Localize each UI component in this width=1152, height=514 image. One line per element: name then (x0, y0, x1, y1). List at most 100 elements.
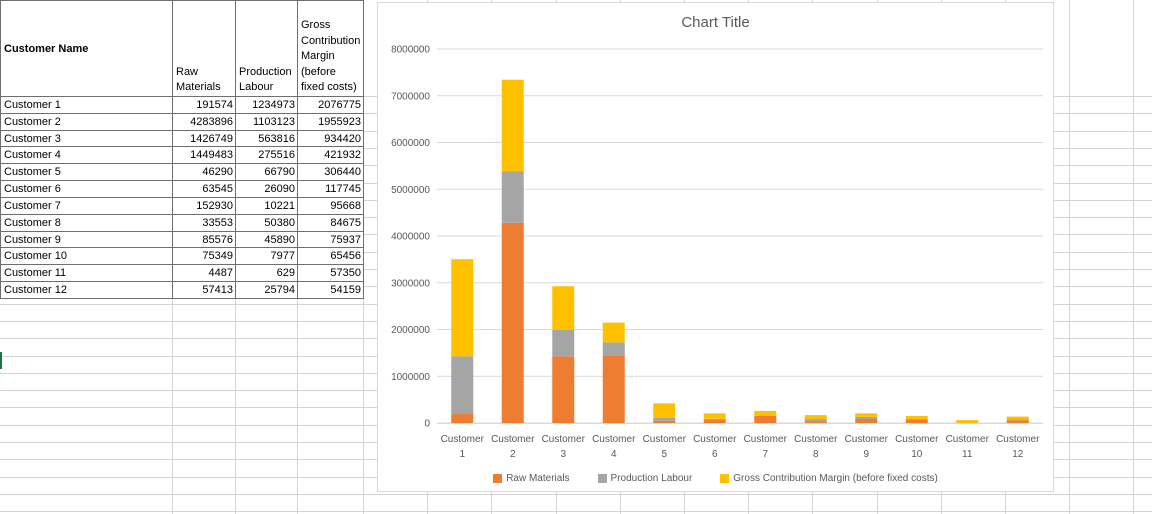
cell-gross-margin-7[interactable]: 95668 (298, 197, 364, 215)
bar-segment-customer-7[interactable] (754, 410, 777, 416)
bar-segment-customer-2[interactable] (501, 79, 524, 172)
bar-segment-customer-6[interactable] (703, 420, 726, 423)
bar-segment-customer-1[interactable] (451, 259, 474, 357)
cell-gross-margin-9[interactable]: 75937 (298, 231, 364, 249)
bar-segment-customer-10[interactable] (905, 419, 928, 420)
cell-production-labour-3[interactable]: 563816 (236, 130, 298, 148)
bar-segment-customer-9[interactable] (855, 416, 878, 419)
cell-gross-margin-6[interactable]: 117745 (298, 181, 364, 198)
bar-segment-customer-3[interactable] (552, 329, 575, 357)
bar-segment-customer-11[interactable] (956, 420, 979, 423)
cell-gross-margin-8[interactable]: 84675 (298, 214, 364, 232)
bar-segment-customer-9[interactable] (855, 413, 878, 417)
cell-customer-name-8[interactable]: Customer 8 (1, 214, 173, 232)
cell-customer-name-6[interactable]: Customer 6 (1, 181, 173, 198)
chart-title[interactable]: Chart Title (681, 14, 750, 31)
cell-production-labour-8[interactable]: 50380 (236, 214, 298, 232)
cell-customer-name-7[interactable]: Customer 7 (1, 197, 173, 215)
bar-segment-customer-10[interactable] (905, 416, 928, 420)
cell-raw-materials-10[interactable]: 75349 (173, 248, 236, 266)
bar-segment-customer-6[interactable] (703, 413, 726, 419)
bar-segment-customer-5[interactable] (653, 417, 676, 421)
y-axis-tick-label: 4000000 (391, 232, 430, 243)
cell-production-labour-4[interactable]: 275516 (236, 147, 298, 165)
cell-customer-name-2[interactable]: Customer 2 (1, 113, 173, 131)
bar-segment-customer-8[interactable] (804, 415, 827, 420)
cell-production-labour-9[interactable]: 45890 (236, 231, 298, 249)
cell-gross-margin-5[interactable]: 306440 (298, 164, 364, 182)
cell-customer-name-5[interactable]: Customer 5 (1, 164, 173, 182)
bar-segment-customer-3[interactable] (552, 286, 575, 330)
cell-raw-materials-12[interactable]: 57413 (173, 282, 236, 299)
bar-segment-customer-5[interactable] (653, 403, 676, 418)
bar-segment-customer-1[interactable] (451, 356, 474, 415)
bar-segment-customer-2[interactable] (501, 222, 524, 423)
cell-raw-materials-1[interactable]: 191574 (173, 97, 236, 114)
cell-production-labour-11[interactable]: 629 (236, 265, 298, 283)
cell-gross-margin-1[interactable]: 2076775 (298, 97, 364, 114)
bar-segment-customer-4[interactable] (602, 355, 625, 423)
cell-production-labour-1[interactable]: 1234973 (236, 97, 298, 114)
cell-customer-name-11[interactable]: Customer 11 (1, 265, 173, 283)
header-production-labour[interactable]: Production Labour (236, 1, 298, 97)
legend-label: Production Labour (610, 473, 693, 484)
header-gross-margin[interactable]: Gross Contribution Margin (before fixed … (298, 1, 364, 97)
legend-item[interactable]: Gross Contribution Margin (before fixed … (720, 473, 938, 484)
chart-legend[interactable]: Raw Materials Production Labour Gross Cont… (378, 473, 1053, 484)
cell-production-labour-2[interactable]: 1103123 (236, 113, 298, 131)
cell-production-labour-6[interactable]: 26090 (236, 181, 298, 198)
bar-segment-customer-12[interactable] (1006, 419, 1029, 421)
bar-segment-customer-1[interactable] (451, 414, 474, 423)
bar-segment-customer-10[interactable] (905, 419, 928, 423)
bar-segment-customer-7[interactable] (754, 415, 777, 423)
bar-segment-customer-4[interactable] (602, 322, 625, 343)
cell-customer-name-1[interactable]: Customer 1 (1, 97, 173, 114)
cell-raw-materials-3[interactable]: 1426749 (173, 130, 236, 148)
cell-raw-materials-4[interactable]: 1449483 (173, 147, 236, 165)
cell-production-labour-5[interactable]: 66790 (236, 164, 298, 182)
bar-segment-customer-4[interactable] (602, 342, 625, 356)
bar-segment-customer-8[interactable] (804, 421, 827, 423)
sheet-gridline-v (1069, 0, 1070, 514)
x-axis-category-label: Customer 5 (643, 434, 687, 460)
y-axis-tick-label: 2000000 (391, 325, 430, 336)
chart[interactable]: Chart Title 0 1000000 2000000 3000000 400000… (377, 2, 1054, 492)
cell-raw-materials-11[interactable]: 4487 (173, 265, 236, 283)
cell-production-labour-7[interactable]: 10221 (236, 197, 298, 215)
x-axis-category-label: Customer 10 (895, 434, 939, 460)
cell-production-labour-10[interactable]: 7977 (236, 248, 298, 266)
bar-segment-customer-6[interactable] (703, 418, 726, 421)
cell-gross-margin-3[interactable]: 934420 (298, 130, 364, 148)
cell-raw-materials-2[interactable]: 4283896 (173, 113, 236, 131)
cell-customer-name-10[interactable]: Customer 10 (1, 248, 173, 266)
bar-segment-customer-9[interactable] (855, 418, 878, 423)
header-customer-name[interactable]: Customer Name (1, 1, 173, 97)
cell-customer-name-4[interactable]: Customer 4 (1, 147, 173, 165)
cell-raw-materials-5[interactable]: 46290 (173, 164, 236, 182)
bar-segment-customer-12[interactable] (1006, 420, 1029, 423)
legend-item[interactable]: Raw Materials (493, 473, 570, 484)
bar-segment-customer-8[interactable] (804, 419, 827, 422)
cell-raw-materials-7[interactable]: 152930 (173, 197, 236, 215)
cell-customer-name-9[interactable]: Customer 9 (1, 231, 173, 249)
bar-segment-customer-3[interactable] (552, 356, 575, 423)
bar-segment-customer-5[interactable] (653, 420, 676, 423)
cell-raw-materials-8[interactable]: 33553 (173, 214, 236, 232)
x-axis-category-label: Customer 8 (794, 434, 838, 460)
cell-raw-materials-6[interactable]: 63545 (173, 181, 236, 198)
cell-gross-margin-2[interactable]: 1955923 (298, 113, 364, 131)
cell-production-labour-12[interactable]: 25794 (236, 282, 298, 299)
bar-segment-customer-7[interactable] (754, 415, 777, 416)
header-raw-materials[interactable]: Raw Materials (173, 1, 236, 97)
cell-raw-materials-9[interactable]: 85576 (173, 231, 236, 249)
cell-gross-margin-10[interactable]: 65456 (298, 248, 364, 266)
legend-item[interactable]: Production Labour (597, 473, 693, 484)
cell-customer-name-12[interactable]: Customer 12 (1, 282, 173, 299)
cell-gross-margin-12[interactable]: 54159 (298, 282, 364, 299)
cell-gross-margin-4[interactable]: 421932 (298, 147, 364, 165)
cell-gross-margin-11[interactable]: 57350 (298, 265, 364, 283)
bar-segment-customer-2[interactable] (501, 171, 524, 223)
bar-segment-customer-12[interactable] (1006, 416, 1029, 420)
cell-customer-name-3[interactable]: Customer 3 (1, 130, 173, 148)
